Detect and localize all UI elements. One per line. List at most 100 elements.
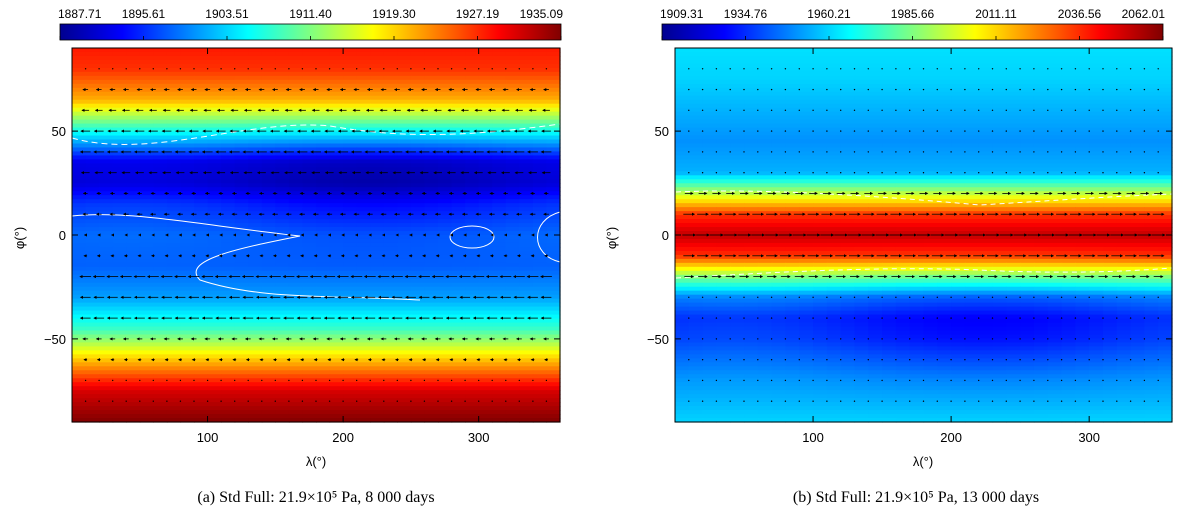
heatmap-cell: [370, 143, 385, 149]
heatmap-cell: [383, 390, 398, 395]
heatmap-cell: [99, 334, 114, 340]
heatmap-cell: [465, 358, 480, 363]
heatmap-cell: [505, 302, 520, 308]
wind-dot: [342, 400, 344, 402]
heatmap-cell: [438, 302, 453, 308]
heatmap-cell: [139, 362, 154, 367]
heatmap-cell: [139, 55, 154, 61]
heatmap-cell: [288, 394, 304, 399]
heatmap-cell: [465, 314, 480, 320]
heatmap-cell: [356, 107, 371, 113]
heatmap-cell: [410, 246, 426, 252]
heatmap-cell: [716, 48, 731, 53]
heatmap-cell: [207, 103, 222, 109]
heatmap-cell: [180, 187, 195, 192]
heatmap-cell: [356, 211, 371, 216]
heatmap-cell: [139, 171, 154, 176]
heatmap-cell: [532, 107, 548, 113]
heatmap-cell: [85, 195, 100, 200]
heatmap-cell: [438, 398, 453, 403]
heatmap-cell: [840, 71, 856, 77]
heatmap-cell: [261, 119, 276, 125]
heatmap-cell: [397, 203, 412, 208]
heatmap-cell: [1130, 107, 1145, 113]
wind-dot: [383, 400, 385, 402]
heatmap-cell: [153, 123, 168, 129]
heatmap-cell: [275, 167, 290, 172]
heatmap-cell: [261, 258, 276, 264]
wind-dot: [274, 68, 276, 70]
heatmap-cell: [978, 139, 994, 145]
contours-a: [71, 123, 561, 301]
heatmap-cell: [180, 235, 195, 240]
heatmap-cell: [465, 179, 480, 184]
wind-dot: [112, 379, 114, 382]
heatmap-cell: [234, 87, 249, 93]
heatmap-cell: [329, 55, 344, 61]
heatmap-cell: [329, 195, 344, 200]
heatmap-cell: [99, 254, 114, 260]
heatmap-cell: [451, 195, 466, 200]
heatmap-cell: [451, 87, 466, 93]
wind-dot: [532, 379, 534, 382]
heatmap-cell: [343, 278, 358, 284]
heatmap-cell: [451, 95, 466, 101]
heatmap-cell: [126, 203, 141, 208]
heatmap-cell: [356, 310, 371, 316]
heatmap-cell: [153, 75, 168, 81]
heatmap-cell: [438, 207, 453, 212]
heatmap-cell: [72, 95, 87, 101]
heatmap-cell: [126, 159, 141, 164]
heatmap-cell: [126, 183, 141, 188]
heatmap-cell: [532, 187, 548, 192]
heatmap-cell: [261, 246, 276, 252]
heatmap-cell: [288, 155, 304, 161]
colorbar-tick-label: 1895.61: [122, 7, 166, 21]
heatmap-cell: [248, 394, 263, 399]
heatmap-cell: [166, 179, 182, 184]
heatmap-cell: [261, 406, 276, 411]
heatmap-cell: [180, 250, 195, 256]
heatmap-cell: [702, 115, 718, 121]
heatmap-cell: [546, 163, 561, 168]
heatmap-cell: [234, 115, 249, 121]
heatmap-cell: [937, 103, 952, 109]
heatmap-cell: [234, 330, 249, 336]
heatmap-cell: [410, 362, 426, 367]
heatmap-cell: [302, 270, 317, 276]
heatmap-cell: [492, 394, 507, 399]
heatmap-cell: [261, 187, 276, 192]
heatmap-cell: [424, 91, 439, 97]
heatmap-cell: [316, 398, 331, 403]
heatmap-cell: [261, 87, 276, 93]
heatmap-cell: [505, 91, 520, 97]
heatmap-cell: [854, 48, 869, 53]
heatmap-cell: [716, 79, 731, 85]
heatmap-cell: [288, 83, 304, 89]
heatmap-cell: [234, 362, 249, 367]
heatmap-cell: [505, 250, 520, 256]
heatmap-cell: [207, 167, 222, 172]
heatmap-cell: [1158, 55, 1173, 61]
heatmap-cell: [397, 242, 412, 248]
heatmap-cell: [85, 51, 100, 57]
heatmap-cell: [519, 103, 534, 109]
heatmap-cell: [356, 155, 371, 161]
heatmap-cell: [478, 370, 493, 375]
heatmap-cell: [112, 87, 127, 93]
heatmap-cell: [951, 91, 966, 97]
heatmap-cell: [438, 358, 453, 363]
heatmap-cell: [465, 171, 480, 176]
heatmap-cell: [964, 71, 980, 77]
heatmap-cell: [519, 310, 534, 316]
heatmap-cell: [978, 67, 994, 73]
heatmap-cell: [275, 262, 290, 268]
heatmap-cell: [424, 402, 439, 407]
heatmap-cell: [688, 48, 704, 53]
heatmap-cell: [1020, 111, 1035, 117]
heatmap-cell: [139, 48, 154, 53]
heatmap-cell: [112, 163, 127, 168]
heatmap-cell: [465, 286, 480, 292]
heatmap-cell: [275, 390, 290, 395]
heatmap-cell: [207, 91, 222, 97]
